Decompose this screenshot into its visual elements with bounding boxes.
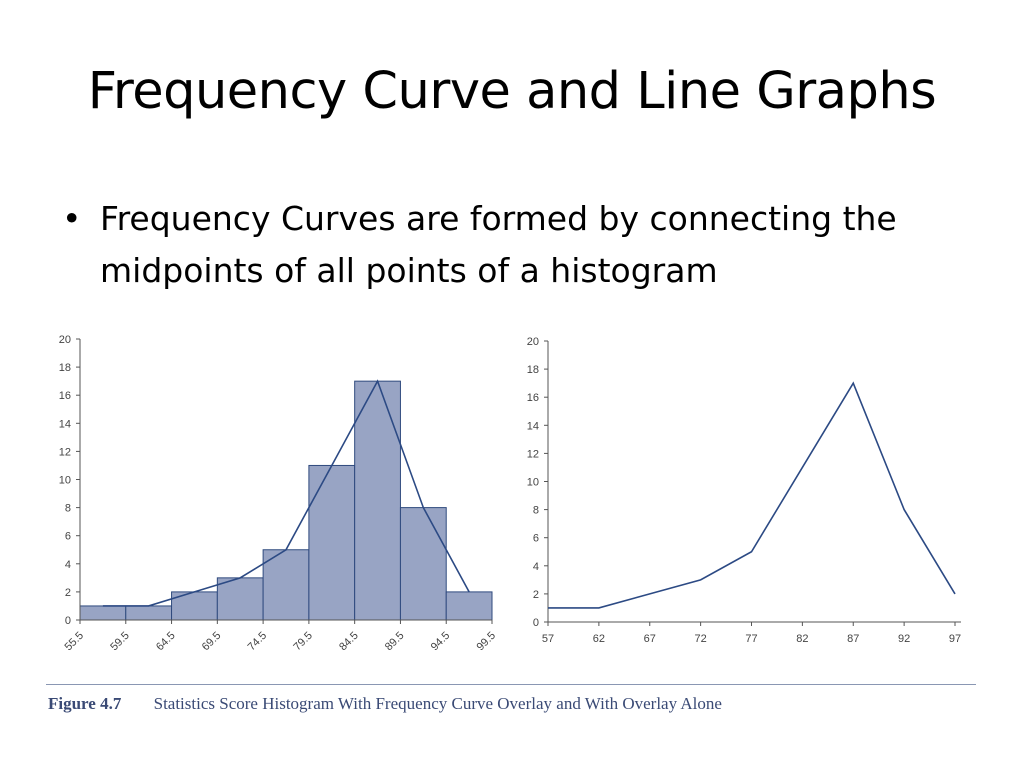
x-tick-label: 57 <box>542 633 554 645</box>
y-tick-label: 16 <box>527 392 539 404</box>
x-tick-label: 74.5 <box>246 630 270 654</box>
caption-divider <box>46 684 976 685</box>
y-tick-label: 20 <box>59 334 71 346</box>
histogram-bar <box>354 380 401 621</box>
y-tick-label: 8 <box>65 503 71 515</box>
caption-text: Statistics Score Histogram With Frequenc… <box>153 694 722 713</box>
x-tick-label: 62 <box>593 633 605 645</box>
y-tick-label: 8 <box>533 505 539 517</box>
x-tick-label: 92 <box>898 633 910 645</box>
y-tick-label: 14 <box>527 420 539 432</box>
y-tick-label: 6 <box>65 531 71 543</box>
histogram-bar <box>308 464 356 621</box>
frequency-curve-overlay <box>102 379 470 607</box>
bullet-dot-icon: • <box>62 199 82 238</box>
bullet-point: • Frequency Curves are formed by connect… <box>62 193 962 297</box>
frequency-line-chart: 0 2 4 6 8 10 12 14 16 18 20 57 62 67 72 77 82 87 92 97 <box>527 336 961 645</box>
histogram-bar <box>79 605 127 621</box>
x-tick-label: 79.5 <box>291 630 315 654</box>
x-tick-label: 89.5 <box>383 630 407 654</box>
y-tick-label: 0 <box>533 617 539 629</box>
bullet-text: Frequency Curves are formed by connectin… <box>100 199 897 290</box>
histogram-bar <box>125 605 173 621</box>
x-tick-label: 67 <box>644 633 656 645</box>
y-tick-label: 14 <box>59 418 71 430</box>
y-tick-label: 0 <box>65 615 71 627</box>
y-tick-label: 10 <box>59 475 71 487</box>
figure-caption: Figure 4.7 Statistics Score Histogram Wi… <box>48 694 722 714</box>
slide-title: Frequency Curve and Line Graphs <box>87 62 937 121</box>
y-tick-label: 4 <box>533 561 539 573</box>
y-tick-label: 2 <box>65 587 71 599</box>
histogram-bar <box>216 577 264 621</box>
y-tick-label: 4 <box>65 559 71 571</box>
x-tick-label: 99.5 <box>474 630 498 654</box>
x-tick-label: 94.5 <box>429 630 453 654</box>
y-tick-label: 20 <box>527 336 539 348</box>
y-tick-label: 18 <box>527 364 539 376</box>
x-tick-label: 59.5 <box>108 630 132 654</box>
figure-label: Figure 4.7 <box>48 694 122 713</box>
x-tick-label: 82 <box>796 633 808 645</box>
x-tick-label: 77 <box>745 633 757 645</box>
x-tick-label: 87 <box>847 633 859 645</box>
x-tick-label: 72 <box>695 633 707 645</box>
histogram-bar <box>445 591 493 621</box>
x-tick-label: 55.5 <box>62 630 86 654</box>
x-tick-label: 69.5 <box>200 630 224 654</box>
x-tick-label: 64.5 <box>154 630 178 654</box>
histogram-bar <box>399 507 447 621</box>
y-tick-label: 18 <box>59 362 71 374</box>
histogram-bar <box>262 549 310 621</box>
y-tick-label: 12 <box>59 446 71 458</box>
y-tick-label: 10 <box>527 477 539 489</box>
x-tick-label: 84.5 <box>337 630 361 654</box>
histogram-with-curve-chart: 0 2 4 6 8 10 12 14 16 18 20 55.5 59.5 64.5 69.5 74.5 79.… <box>59 334 498 653</box>
y-tick-label: 6 <box>533 533 539 545</box>
x-tick-label: 97 <box>949 633 961 645</box>
y-tick-label: 16 <box>59 390 71 402</box>
y-tick-label: 12 <box>527 448 539 460</box>
y-tick-label: 2 <box>533 589 539 601</box>
frequency-line <box>548 381 956 609</box>
